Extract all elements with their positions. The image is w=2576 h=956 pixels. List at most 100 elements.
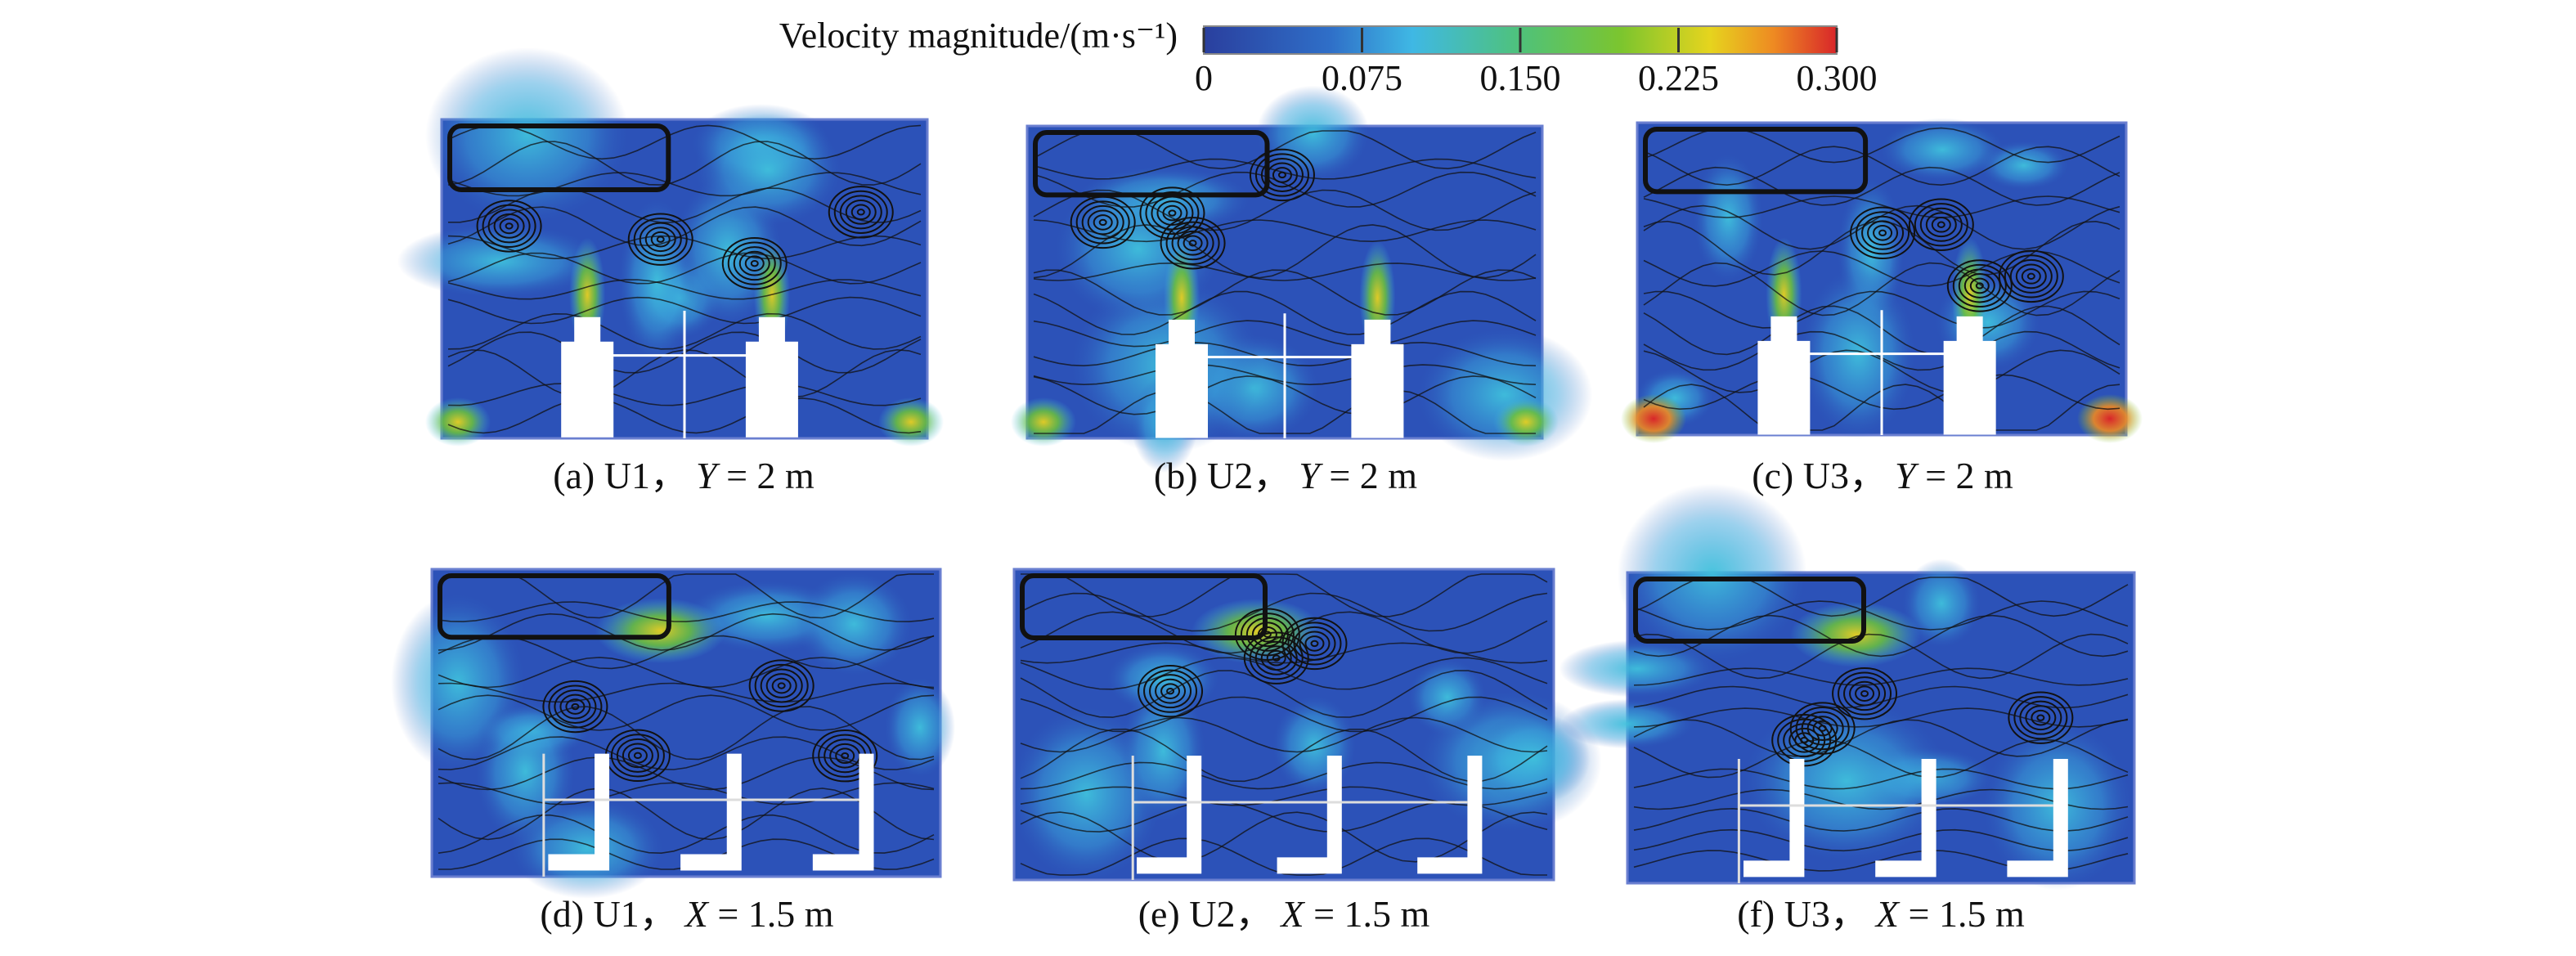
contour-panel bbox=[1011, 85, 1593, 474]
streamline bbox=[1020, 670, 1548, 718]
streamline bbox=[1633, 719, 2129, 757]
vortex bbox=[1838, 671, 1892, 716]
streamline bbox=[1033, 171, 1537, 208]
streamline bbox=[1633, 600, 2129, 631]
streamline bbox=[1633, 768, 2129, 790]
vortex bbox=[2021, 268, 2041, 285]
velocity-patch bbox=[1559, 640, 1716, 698]
streamline bbox=[1633, 614, 2129, 658]
vortex bbox=[644, 227, 676, 253]
vortex bbox=[1952, 263, 2007, 308]
streamline bbox=[438, 814, 935, 855]
vortex bbox=[633, 752, 642, 760]
vortex bbox=[839, 195, 882, 230]
streamline bbox=[1643, 195, 2120, 218]
vortex bbox=[1243, 631, 1309, 684]
vortex bbox=[1843, 676, 1887, 711]
vortex bbox=[1168, 209, 1177, 217]
vortex bbox=[1138, 664, 1204, 718]
vortex bbox=[1873, 225, 1893, 241]
streamline bbox=[1033, 269, 1537, 316]
streamline bbox=[1020, 761, 1548, 790]
vortex bbox=[1849, 680, 1881, 707]
streamline bbox=[447, 252, 922, 285]
vortex bbox=[1946, 259, 2013, 312]
wall-patch bbox=[1011, 397, 1076, 447]
streamline bbox=[1633, 633, 2129, 680]
caption-label: (b) U2， bbox=[1154, 455, 1290, 496]
caption-value: = 1.5 m bbox=[708, 893, 834, 935]
wall-patch bbox=[1493, 397, 1559, 447]
velocity-patch bbox=[1475, 711, 1591, 806]
vortex bbox=[627, 213, 693, 266]
streamline bbox=[1643, 166, 2120, 206]
vortex bbox=[2015, 263, 2047, 289]
vortex bbox=[1260, 157, 1304, 192]
recirculation-loop bbox=[447, 123, 671, 192]
obstacle bbox=[1351, 319, 1404, 438]
contour-panel bbox=[1621, 118, 2143, 443]
caption-label: (c) U3， bbox=[1752, 455, 1887, 496]
velocity-patch bbox=[1416, 328, 1593, 461]
streamline bbox=[1633, 807, 2129, 832]
streamline bbox=[1020, 728, 1548, 783]
streamline bbox=[1020, 811, 1548, 863]
vortex bbox=[744, 255, 765, 272]
vortex bbox=[1165, 221, 1220, 265]
vortex bbox=[748, 659, 815, 712]
obstacle bbox=[1744, 759, 1805, 877]
caption-label: (f) U3， bbox=[1737, 893, 1868, 935]
streamline bbox=[1643, 262, 2120, 316]
caption-variable: X bbox=[684, 893, 710, 935]
streamline bbox=[1020, 716, 1548, 753]
vortex bbox=[1272, 167, 1292, 183]
vortex bbox=[1249, 148, 1315, 202]
streamline bbox=[447, 279, 922, 300]
vortex bbox=[1299, 631, 1331, 657]
wall-patch bbox=[1621, 394, 1686, 443]
vortex bbox=[1183, 235, 1203, 252]
vortex bbox=[2025, 705, 2057, 731]
vortex bbox=[610, 734, 665, 778]
recirculation-loop bbox=[1020, 573, 1268, 640]
obstacle bbox=[2007, 759, 2068, 877]
streamline bbox=[438, 601, 935, 622]
streamline bbox=[447, 206, 922, 247]
streamline bbox=[438, 788, 935, 841]
vortex bbox=[1304, 635, 1325, 652]
vortex bbox=[1908, 198, 1974, 251]
streamline bbox=[1033, 290, 1537, 335]
vortex bbox=[1832, 667, 1898, 720]
vortex bbox=[738, 250, 770, 276]
vortex bbox=[812, 729, 878, 783]
caption-value: = 2 m bbox=[1320, 455, 1417, 496]
contour-panel bbox=[391, 568, 955, 899]
vortex bbox=[1795, 706, 1850, 751]
contour-panel bbox=[1559, 483, 2136, 891]
streamline bbox=[1633, 828, 2129, 852]
vortex bbox=[845, 199, 877, 225]
obstacle bbox=[1277, 756, 1342, 874]
vortex bbox=[2013, 696, 2068, 740]
vortex bbox=[1162, 204, 1183, 222]
streamline bbox=[447, 124, 922, 160]
panel-caption: (e) U2， X = 1.5 m bbox=[1138, 893, 1430, 935]
vortex bbox=[1801, 711, 1844, 746]
jet-patch bbox=[595, 598, 726, 664]
vortex bbox=[627, 747, 648, 764]
colorbar-title: Velocity magnitude/(m·s⁻¹) bbox=[779, 16, 1178, 56]
obstacle bbox=[548, 753, 610, 871]
streamline bbox=[1633, 788, 2129, 810]
vortex bbox=[1878, 229, 1887, 237]
velocity-patch bbox=[1560, 698, 1694, 749]
vortex bbox=[1266, 649, 1286, 667]
vortex bbox=[1260, 645, 1292, 671]
velocity-patch bbox=[693, 113, 842, 227]
obstacle bbox=[1417, 756, 1483, 874]
streamline bbox=[447, 141, 922, 186]
vortex bbox=[850, 204, 871, 221]
caption-label: (e) U2， bbox=[1138, 893, 1273, 935]
streamline bbox=[1033, 219, 1537, 243]
streamline bbox=[1020, 837, 1547, 876]
vortex bbox=[1860, 689, 1869, 698]
